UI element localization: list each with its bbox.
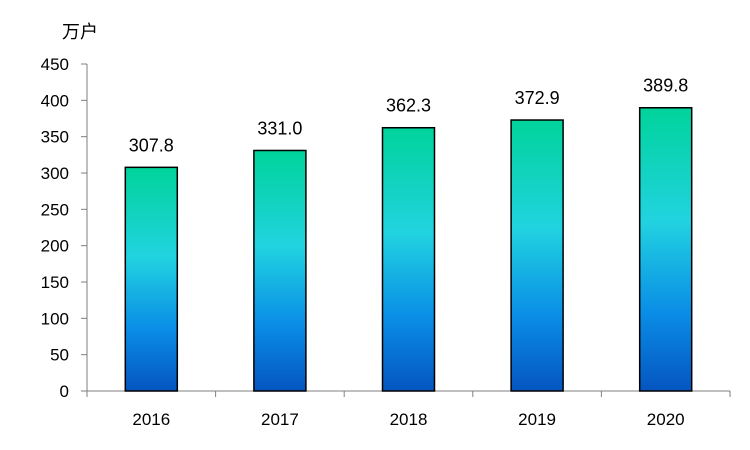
y-tick-label: 200: [41, 237, 69, 256]
y-tick-label: 450: [41, 55, 69, 74]
y-tick-label: 400: [41, 91, 69, 110]
x-tick-label-2017: 2017: [261, 410, 299, 429]
data-label-2018: 362.3: [386, 96, 431, 116]
y-tick-label: 150: [41, 273, 69, 292]
bars: [124, 106, 693, 392]
x-tick-label-2020: 2020: [647, 410, 685, 429]
y-tick-label: 300: [41, 164, 69, 183]
bar-2020: [638, 106, 693, 392]
data-labels: 307.8 331.0 362.3 372.9 389.8: [129, 76, 688, 156]
y-tick-label: 100: [41, 309, 69, 328]
bar-2017: [253, 149, 307, 392]
x-tick-label-2016: 2016: [132, 410, 170, 429]
y-axis: 0 50 100 150 200 250 300 350 400 450: [41, 55, 88, 401]
y-tick-label: 0: [60, 382, 69, 401]
bar-2018: [381, 126, 436, 392]
data-label-2017: 331.0: [257, 118, 302, 138]
data-label-2020: 389.8: [643, 76, 688, 96]
y-tick-label: 250: [41, 200, 69, 219]
y-tick-label: 350: [41, 128, 69, 147]
x-axis: 2016 2017 2018 2019 2020: [86, 390, 731, 429]
x-tick-label-2019: 2019: [518, 410, 556, 429]
bar-2019: [510, 119, 564, 392]
data-label-2019: 372.9: [515, 88, 560, 108]
y-tick-label: 50: [50, 346, 69, 365]
y-unit-label: 万户: [62, 22, 98, 42]
data-label-2016: 307.8: [129, 135, 174, 155]
bar-2016: [124, 166, 179, 392]
x-tick-label-2018: 2018: [390, 410, 428, 429]
